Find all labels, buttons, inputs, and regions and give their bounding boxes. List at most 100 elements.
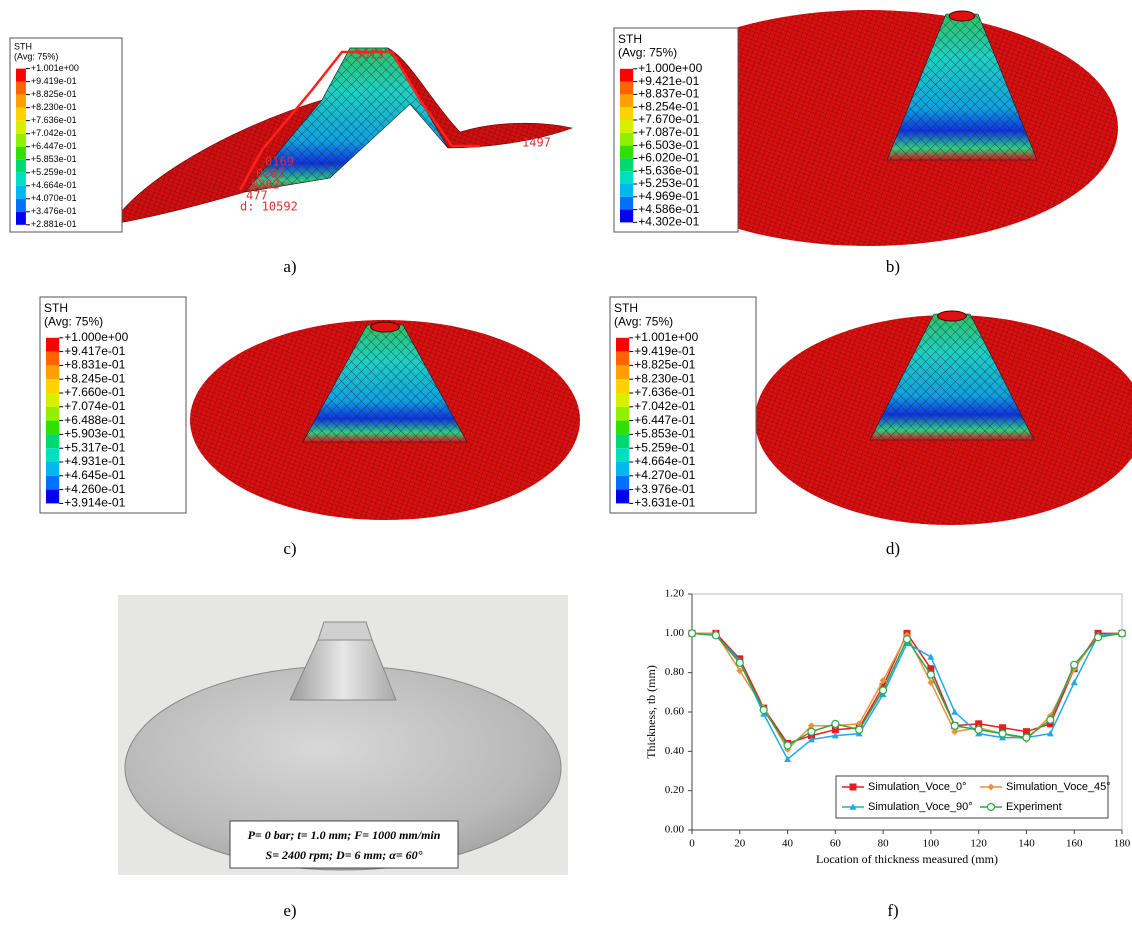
legend-swatch — [616, 434, 630, 449]
legend-swatch — [616, 448, 630, 462]
legend-swatch — [620, 107, 634, 120]
data-marker — [831, 719, 840, 728]
legend-value: +5.259e-01 — [31, 167, 77, 177]
node-label: 1497 — [522, 136, 551, 150]
legend-value: +6.020e-01 — [638, 151, 699, 165]
legend-swatch — [16, 198, 26, 212]
legend-title: STH — [614, 301, 638, 315]
legend-value: +8.825e-01 — [634, 358, 695, 372]
legend-title: STH — [618, 32, 642, 46]
legend-swatch — [16, 211, 26, 225]
legend-value: +9.421e-01 — [638, 74, 699, 88]
legend-swatch — [16, 68, 26, 82]
legend-swatch — [616, 393, 630, 407]
panel-label: e) — [283, 901, 296, 920]
legend-swatch — [616, 489, 630, 504]
legend-swatch — [46, 337, 60, 352]
x-tick-label: 40 — [782, 838, 794, 850]
legend-value: +5.317e-01 — [64, 440, 125, 454]
data-marker — [999, 724, 1007, 732]
x-tick-label: 140 — [1018, 838, 1035, 850]
legend-swatch — [16, 94, 26, 108]
legend-value: +3.914e-01 — [64, 496, 125, 510]
legend-swatch — [620, 209, 634, 223]
legend-swatch — [620, 184, 634, 197]
photo-text: S= 2400 rpm; D= 6 mm; α= 60° — [266, 848, 423, 862]
data-marker — [831, 726, 839, 734]
legend-value: +3.976e-01 — [634, 482, 695, 496]
legend-value: +4.302e-01 — [638, 215, 699, 229]
legend-swatch — [46, 393, 60, 407]
legend-value: +9.419e-01 — [634, 344, 695, 358]
legend-value: +3.476e-01 — [31, 206, 77, 216]
x-tick-label: 160 — [1066, 838, 1083, 850]
x-tick-label: 80 — [878, 838, 890, 850]
legend-swatch — [616, 365, 630, 380]
series-line — [692, 632, 1123, 751]
legend-swatch — [16, 146, 26, 160]
legend-swatch — [46, 351, 60, 366]
fem-panel: STH(Avg: 75%) +1.001e+00+9.419e-01+8.825e… — [609, 296, 1132, 558]
y-tick-label: 0.60 — [665, 706, 685, 718]
legend-value: +6.488e-01 — [64, 413, 125, 427]
legend-value: +7.042e-01 — [634, 399, 695, 413]
data-marker — [998, 729, 1007, 738]
legend-value: +7.670e-01 — [638, 112, 699, 126]
node-label: 0285 — [256, 167, 285, 181]
legend-marker — [986, 802, 996, 812]
legend-value: +4.260e-01 — [64, 482, 125, 496]
legend-value: +7.636e-01 — [31, 115, 77, 125]
legend-swatch — [620, 132, 634, 146]
data-marker — [759, 705, 768, 715]
panel-label: a) — [283, 257, 296, 276]
legend-swatch — [46, 448, 60, 462]
y-axis-title: Thickness, tb (mm) — [644, 665, 658, 759]
data-marker — [951, 708, 959, 715]
legend-value: +8.230e-01 — [634, 371, 695, 385]
legend-swatch — [616, 462, 630, 476]
legend-swatch — [16, 133, 26, 147]
x-axis-title: Location of thickness measured (mm) — [816, 852, 998, 866]
y-tick-label: 0.20 — [665, 784, 685, 796]
legend-subtitle: (Avg: 75%) — [618, 45, 677, 59]
legend-value: +4.664e-01 — [31, 180, 77, 190]
legend-value: +1.001e+00 — [31, 63, 79, 73]
legend-swatch — [46, 462, 60, 476]
legend-subtitle: (Avg: 75%) — [44, 314, 103, 328]
series-line — [691, 632, 1123, 747]
legend-value: +2.881e-01 — [31, 219, 77, 229]
legend-swatch — [620, 158, 634, 172]
legend-box — [835, 775, 1109, 819]
legend-label: Simulation_Voce_45° — [1006, 781, 1111, 793]
legend-swatch — [16, 81, 26, 95]
x-tick-label: 100 — [923, 838, 940, 850]
x-tick-label: 0 — [689, 838, 695, 850]
photo-label-card — [229, 820, 459, 869]
legend-value: +4.969e-01 — [638, 189, 699, 203]
cone-top — [370, 321, 400, 333]
legend-value: +5.903e-01 — [64, 427, 125, 441]
cone-top — [937, 310, 967, 322]
data-marker — [807, 722, 815, 730]
x-tick-label: 20 — [734, 838, 746, 850]
legend-marker — [849, 783, 857, 791]
legend-value: +7.636e-01 — [634, 385, 695, 399]
data-marker — [736, 667, 744, 675]
y-tick-label: 1.20 — [665, 588, 685, 600]
legend-swatch — [616, 406, 630, 421]
legend-value: +4.931e-01 — [64, 454, 125, 468]
legend-swatch — [616, 337, 630, 352]
mesh-overlay — [245, 48, 448, 192]
legend-value: +7.074e-01 — [64, 399, 125, 413]
mesh-overlay — [870, 314, 1034, 440]
legend-swatch — [16, 120, 26, 134]
mesh-overlay — [887, 14, 1037, 160]
legend-swatch — [616, 351, 630, 366]
legend-box — [609, 296, 757, 514]
legend-value: +5.853e-01 — [634, 427, 695, 441]
y-tick-label: 0.80 — [665, 666, 685, 678]
data-marker — [927, 653, 935, 660]
legend-title: STH — [44, 301, 68, 315]
photo-pyramid-top — [317, 621, 373, 641]
